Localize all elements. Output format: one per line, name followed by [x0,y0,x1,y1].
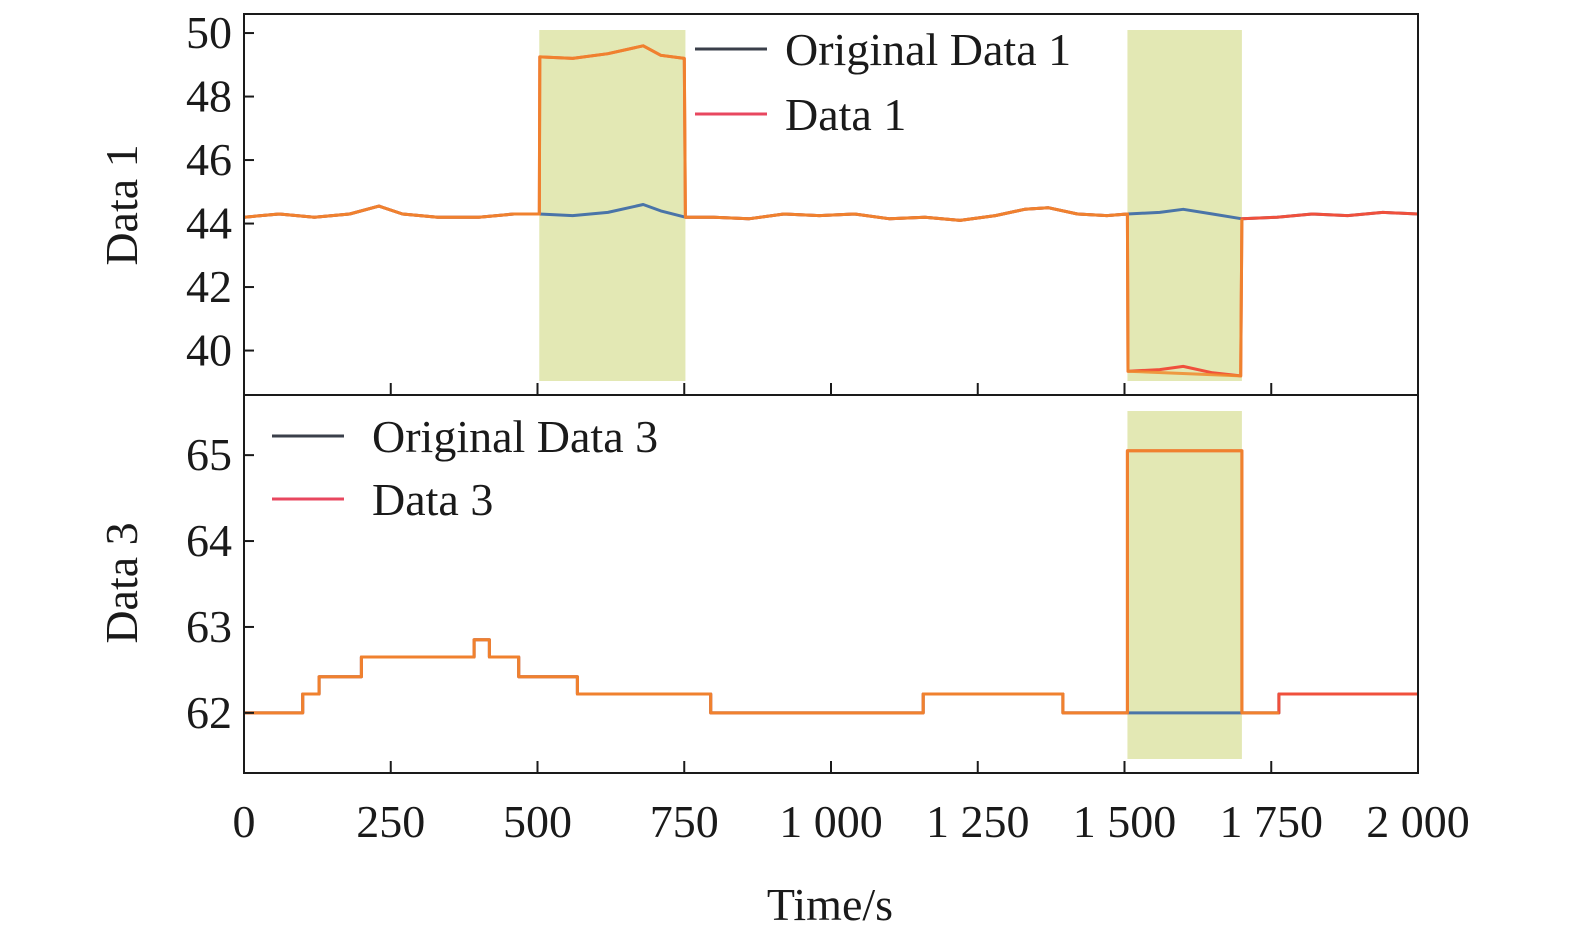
legend-label: Original Data 3 [372,411,658,462]
highlight-region [1127,30,1242,381]
legend: Original Data 1 Data 1 [695,24,1071,140]
x-tick-label: 1 500 [1073,796,1177,847]
y-tick-label: 44 [186,198,232,249]
y-tick-label: 40 [186,325,232,376]
highlight-region [539,30,686,381]
y-tick-label: 42 [186,261,232,312]
y-axis-title: Data 3 [96,522,147,643]
y-tick-label: 50 [186,7,232,58]
series-lines [244,449,1418,715]
series-lines [243,44,1419,378]
x-tick-label: 1 750 [1220,796,1324,847]
y-tick-label: 65 [186,429,232,480]
x-tick-label: 1 000 [779,796,883,847]
legend-label: Data 1 [785,89,906,140]
x-ticks: 0 250 500 750 1 000 1 250 1 500 1 750 2 000 [233,761,1470,847]
x-tick-label: 2 000 [1366,796,1470,847]
y-ticks: 62 63 64 65 [186,429,254,738]
y-ticks: 40 42 44 46 48 50 [186,7,254,376]
x-tick-label: 750 [650,796,719,847]
y-axis-title: Data 1 [96,144,147,265]
legend: Original Data 3 Data 3 [272,411,658,525]
highlight-regions [1127,411,1242,759]
y-tick-label: 46 [186,134,232,185]
x-tick-label: 1 250 [926,796,1030,847]
legend-label: Original Data 1 [785,24,1071,75]
highlight-regions [539,30,1242,381]
x-axis-title: Time/s [767,879,893,930]
x-tick-label: 0 [233,796,256,847]
series-line [243,44,1244,378]
x-tick-label: 500 [503,796,572,847]
y-tick-label: 48 [186,71,232,122]
series-line [244,449,1279,715]
y-tick-label: 62 [186,687,232,738]
legend-label: Data 3 [372,474,493,525]
x-ticks [243,383,1419,395]
panel-data-1: 40 42 44 46 48 50 Data 1 Original Data 1 Data … [96,7,1419,396]
y-tick-label: 64 [186,515,232,566]
highlight-region [1127,411,1242,759]
y-tick-label: 63 [186,601,232,652]
panel-data-3: 62 63 64 65 0 250 500 750 1 000 1 250 1 500 1 750 2… [96,394,1470,847]
x-tick-label: 250 [356,796,425,847]
